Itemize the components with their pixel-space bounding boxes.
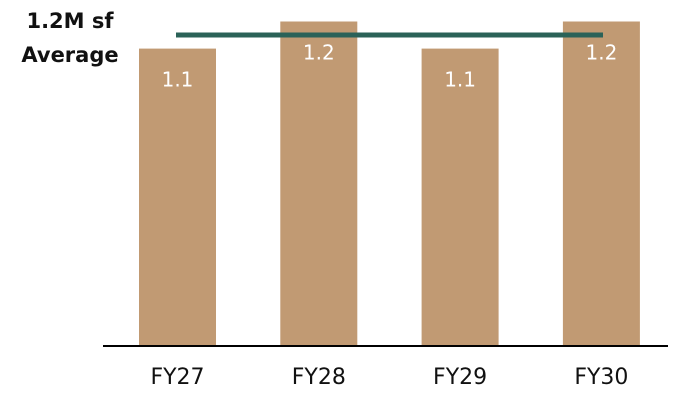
bar-fy27 [139, 48, 216, 346]
x-tick-label-fy29: FY29 [433, 365, 487, 390]
bar-fy30 [562, 21, 640, 346]
x-tick-label-fy27: FY27 [150, 365, 204, 390]
x-tick-labels: FY27 FY28 FY29 FY30 [150, 365, 628, 390]
bar-value-label-fy30: 1.2 [585, 41, 617, 65]
bars [139, 21, 640, 346]
average-label-line1: 1.2M sf [26, 9, 114, 33]
bar-value-label-fy28: 1.2 [303, 41, 335, 65]
x-tick-label-fy28: FY28 [292, 365, 346, 390]
bar-data-labels: 1.1 1.2 1.1 1.2 [162, 41, 618, 92]
bar-fy28 [280, 21, 358, 346]
bar-value-label-fy29: 1.1 [444, 68, 476, 92]
bar-value-label-fy27: 1.1 [162, 68, 194, 92]
average-label-line2: Average [21, 43, 118, 67]
x-tick-label-fy30: FY30 [574, 365, 628, 390]
bar-fy29 [421, 48, 499, 346]
